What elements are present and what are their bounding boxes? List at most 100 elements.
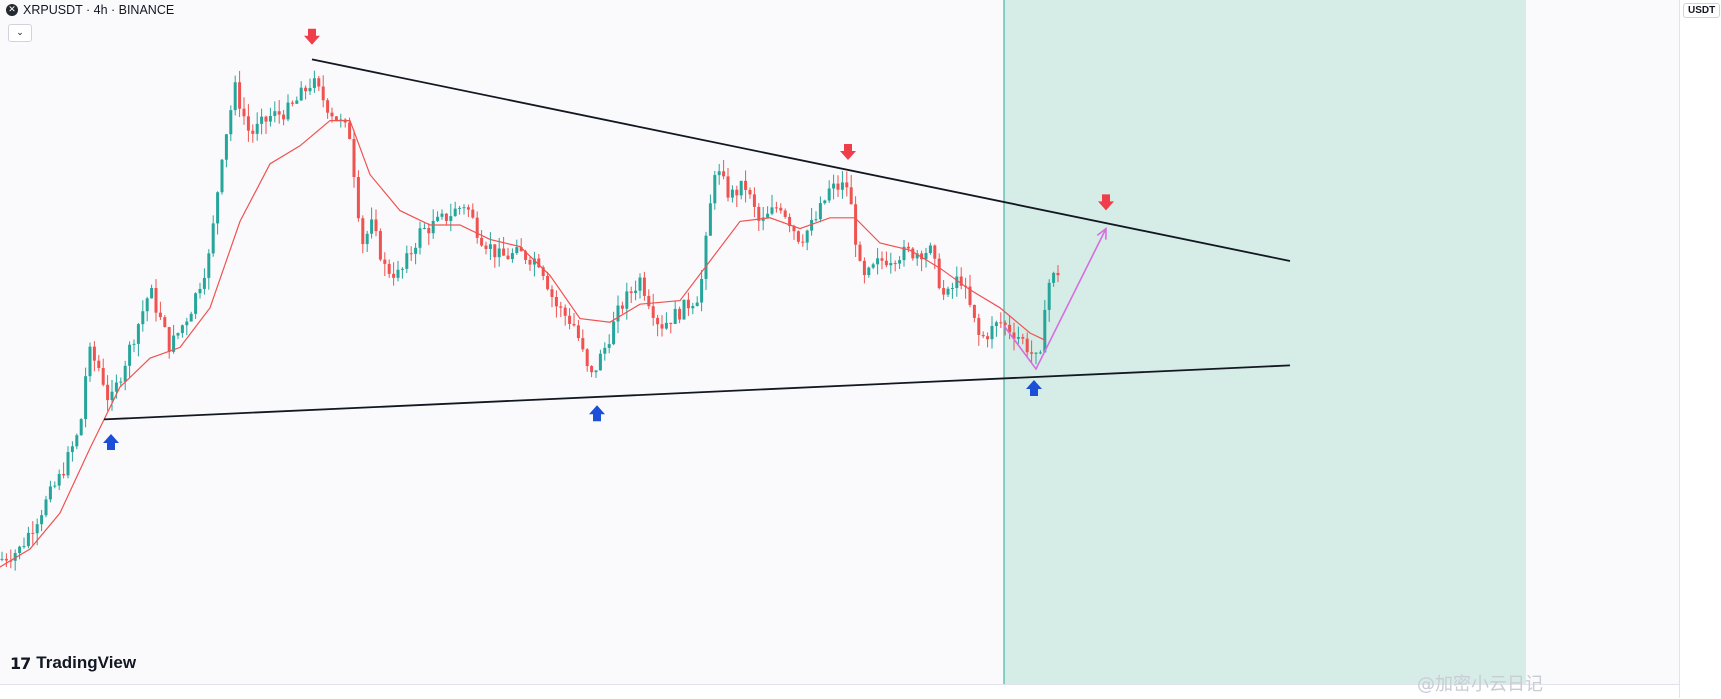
symbol-line: XRPUSDT · 4h · BINANCE [23, 3, 175, 17]
candle [642, 271, 646, 301]
candle-body [273, 111, 277, 116]
candle-body [62, 474, 66, 476]
candle-body [647, 295, 651, 307]
candle [832, 174, 836, 200]
candle [585, 348, 589, 372]
candle-body [216, 192, 220, 224]
candle [801, 234, 805, 247]
candle-body [277, 111, 281, 115]
price-scale[interactable] [1679, 0, 1721, 698]
xrp-logo-icon: ✕ [6, 4, 18, 16]
candle-body [260, 116, 264, 124]
candle [180, 324, 184, 338]
candle [163, 315, 167, 328]
candle [867, 266, 871, 278]
candle [211, 215, 215, 257]
candle-body [352, 138, 356, 178]
candle-body [198, 288, 202, 294]
currency-label[interactable]: USDT [1683, 3, 1721, 18]
candle [466, 204, 470, 218]
candle [704, 231, 708, 291]
candle [295, 96, 299, 105]
symbol-header[interactable]: ✕ XRPUSDT · 4h · BINANCE [6, 3, 174, 17]
candle [708, 194, 712, 236]
candle [317, 75, 321, 91]
candle [167, 326, 171, 359]
candle-body [915, 253, 919, 259]
candle [431, 209, 435, 239]
candle [198, 282, 202, 299]
candle [282, 109, 286, 126]
tradingview-logo[interactable]: 17 TradingView [10, 653, 136, 673]
candle-body [519, 247, 523, 252]
candle-body [902, 246, 906, 261]
candle-body [1021, 337, 1025, 339]
candle-body [634, 290, 638, 294]
time-scale[interactable] [0, 684, 1679, 699]
candle-body [1025, 338, 1029, 353]
candle-body [436, 216, 440, 221]
candle [255, 112, 259, 141]
candle [713, 170, 717, 210]
trendlines-layer [103, 58, 1291, 421]
candle [506, 247, 510, 260]
candle [374, 209, 378, 237]
projection-arrowhead [1096, 226, 1107, 240]
candle-body [1043, 309, 1047, 353]
candle-body [53, 485, 57, 487]
candle-body [251, 130, 255, 134]
candle [246, 104, 250, 142]
candle-body [1034, 352, 1038, 354]
candle-body [625, 291, 629, 309]
candle [343, 118, 347, 128]
candle [876, 248, 880, 275]
candle-body [999, 322, 1003, 324]
candle-body [840, 182, 844, 190]
candle [581, 329, 585, 352]
candle [563, 304, 567, 326]
candle [664, 312, 668, 330]
candle [1043, 299, 1047, 353]
candle-body [471, 209, 475, 218]
candle-body [370, 219, 374, 234]
candle-body [924, 253, 928, 260]
candle [172, 324, 176, 354]
candle-body [691, 306, 695, 309]
candle [594, 370, 598, 378]
candle-body [136, 324, 140, 344]
candle [537, 254, 541, 269]
candle [26, 526, 30, 549]
candle [414, 242, 418, 265]
candle [986, 332, 990, 348]
candle-body [744, 180, 748, 190]
candle-body [766, 213, 770, 218]
candle-body [48, 486, 52, 500]
candle [312, 70, 316, 93]
candle-body [189, 313, 193, 322]
candle-body [792, 226, 796, 232]
candle [845, 171, 849, 197]
candle-body [392, 273, 396, 278]
candle [286, 94, 290, 122]
candle-body [312, 78, 316, 88]
candle [392, 262, 396, 286]
candle-body [528, 259, 532, 265]
candle [0, 551, 4, 562]
candle [88, 342, 92, 382]
candle [629, 286, 633, 304]
candle-body [497, 248, 501, 258]
candle [625, 282, 629, 320]
candle-body [361, 218, 365, 245]
collapse-legend-button[interactable]: ⌄ [8, 24, 32, 42]
candle [493, 244, 497, 268]
candle-body [334, 116, 338, 121]
candle [937, 253, 941, 290]
candle-body [612, 321, 616, 345]
candle-body [1038, 352, 1042, 354]
candle-body [106, 384, 110, 401]
candle [132, 339, 136, 353]
candle [730, 185, 734, 203]
highlight-zone [1004, 0, 1526, 684]
candle-body [651, 306, 655, 318]
